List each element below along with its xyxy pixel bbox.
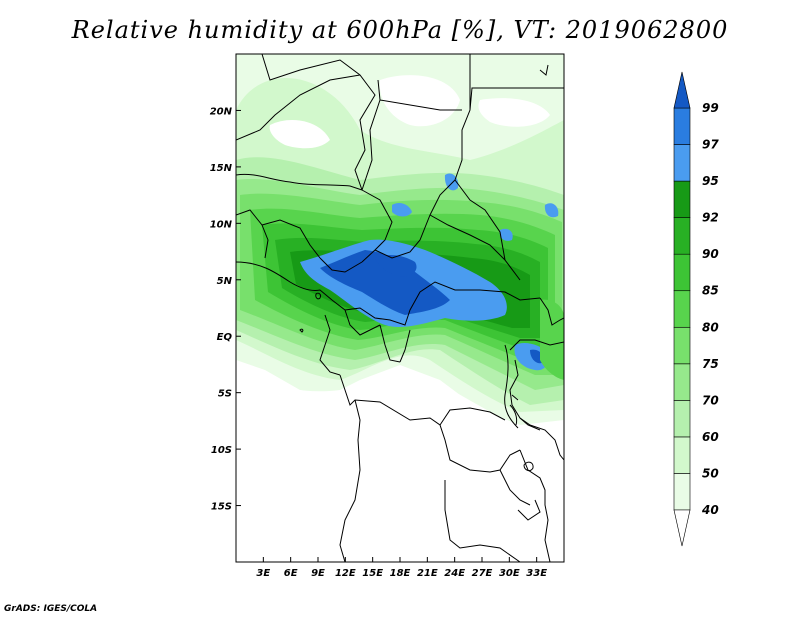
colorbar-label: 75 xyxy=(702,357,719,371)
colorbar-swatch xyxy=(673,400,691,438)
colorbar-label: 80 xyxy=(702,320,719,334)
y-tick-label: 5N xyxy=(217,276,233,287)
map-title: Relative humidity at 600hPa [%], VT: 201… xyxy=(71,16,729,44)
colorbar-swatch xyxy=(673,180,691,218)
colorbar-label: 60 xyxy=(702,430,719,444)
colorbar-swatch xyxy=(673,436,691,474)
x-tick-label: 9E xyxy=(311,568,325,579)
y-tick-label: 15S xyxy=(211,502,232,513)
latitude-axis: 20N 15N 10N 5N EQ 5S 10S 15S xyxy=(210,106,241,513)
x-tick-label: 24E xyxy=(444,568,465,579)
colorbar-bottom-arrow xyxy=(673,509,691,547)
country-boundaries xyxy=(236,54,564,562)
y-tick-label: EQ xyxy=(217,332,233,343)
grads-credit: GrADS: IGES/COLA xyxy=(4,604,98,614)
colorbar-label: 70 xyxy=(702,393,719,407)
x-tick-label: 33E xyxy=(526,568,547,579)
colorbar-label: 92 xyxy=(702,211,719,225)
colorbar-swatch xyxy=(673,144,691,182)
colorbar-label: 85 xyxy=(702,284,719,298)
colorbar-swatch xyxy=(673,363,691,401)
colorbar: 40 50 60 70 75 80 85 90 92 95 97 99 xyxy=(673,71,719,547)
x-tick-label: 6E xyxy=(284,568,298,579)
colorbar-label: 99 xyxy=(702,101,719,115)
x-tick-label: 18E xyxy=(390,568,411,579)
colorbar-label: 40 xyxy=(701,503,719,517)
x-tick-label: 15E xyxy=(362,568,383,579)
y-tick-label: 5S xyxy=(218,389,232,400)
colorbar-swatch xyxy=(673,217,691,255)
colorbar-label: 90 xyxy=(702,247,719,261)
colorbar-swatch xyxy=(673,290,691,328)
longitude-axis: 3E 6E 9E 12E 15E 18E 21E 24E 27E 30E 33E xyxy=(256,557,547,579)
x-tick-label: 12E xyxy=(335,568,356,579)
y-tick-label: 10S xyxy=(211,445,232,456)
y-tick-label: 20N xyxy=(210,106,233,117)
x-tick-label: 27E xyxy=(472,568,493,579)
colorbar-swatch xyxy=(673,326,691,365)
colorbar-swatch xyxy=(673,253,691,292)
colorbar-top-arrow xyxy=(673,71,691,109)
x-tick-label: 3E xyxy=(256,568,270,579)
colorbar-swatch xyxy=(673,473,691,511)
colorbar-label: 95 xyxy=(702,174,719,188)
colorbar-label: 50 xyxy=(702,466,719,480)
humidity-field xyxy=(236,54,564,562)
x-tick-label: 30E xyxy=(499,568,520,579)
y-tick-label: 10N xyxy=(210,219,233,230)
x-tick-label: 21E xyxy=(417,568,438,579)
y-tick-label: 15N xyxy=(210,163,233,174)
colorbar-label: 97 xyxy=(702,138,719,152)
colorbar-swatch xyxy=(673,107,691,145)
